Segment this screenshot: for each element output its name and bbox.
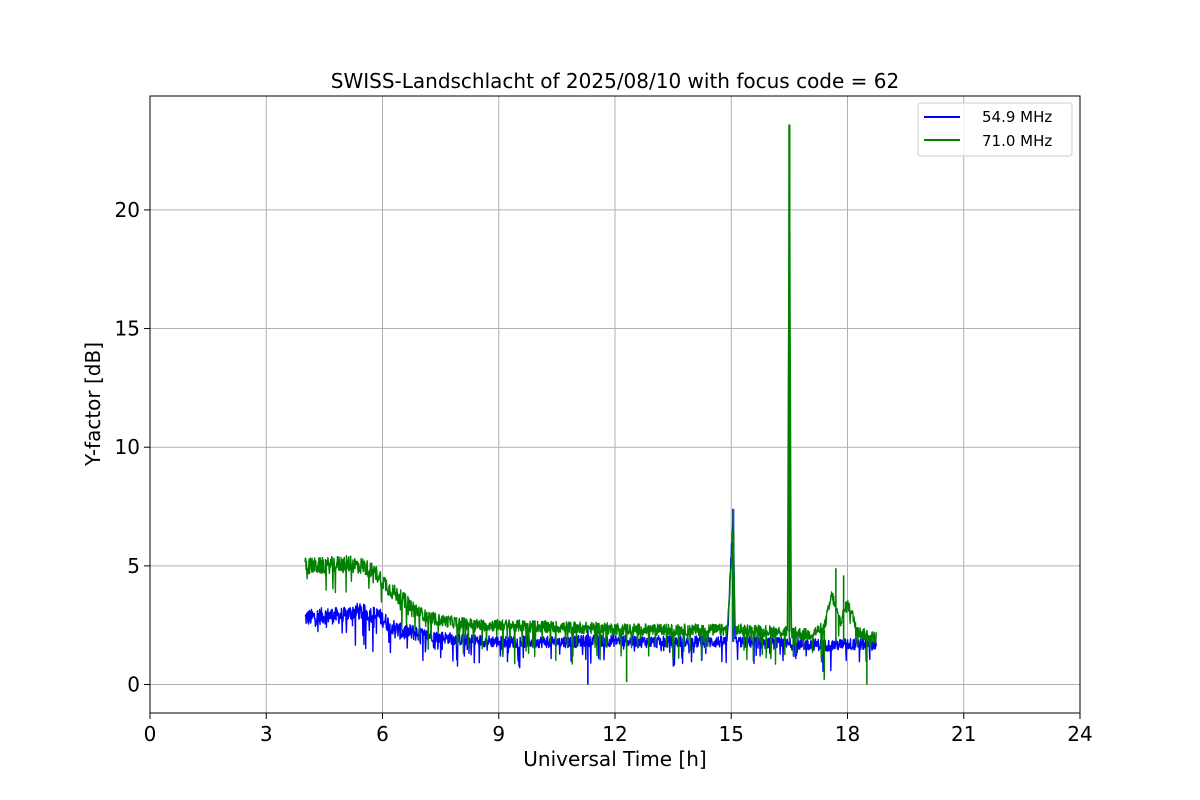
x-tick-label: 18 <box>835 722 860 746</box>
chart-title: SWISS-Landschlacht of 2025/08/10 with fo… <box>331 69 899 93</box>
x-tick-label: 3 <box>260 722 273 746</box>
y-axis-label: Y-factor [dB] <box>81 342 105 467</box>
x-axis-ticks: 0 3 6 9 12 15 18 21 24 <box>144 713 1093 746</box>
plot-series <box>304 124 878 685</box>
series-line-1 <box>304 127 878 665</box>
legend: 54.9 MHz 71.0 MHz <box>917 102 1073 157</box>
x-axis-label: Universal Time [h] <box>523 747 706 771</box>
legend-label-54-9-mhz: 54.9 MHz <box>982 108 1052 126</box>
y-tick-label: 15 <box>115 317 140 341</box>
x-tick-label: 12 <box>602 722 627 746</box>
series-line-0 <box>304 516 877 672</box>
y-tick-label: 10 <box>115 435 140 459</box>
y-tick-label: 0 <box>127 673 140 697</box>
y-tick-label: 5 <box>127 554 140 578</box>
x-tick-label: 9 <box>492 722 505 746</box>
y-tick-label: 20 <box>115 198 140 222</box>
legend-label-71-0-mhz: 71.0 MHz <box>982 132 1052 150</box>
x-tick-label: 6 <box>376 722 389 746</box>
x-tick-label: 21 <box>951 722 976 746</box>
x-tick-label: 24 <box>1067 722 1092 746</box>
x-tick-label: 0 <box>144 722 157 746</box>
x-tick-label: 15 <box>719 722 744 746</box>
y-axis-ticks: 0 5 10 15 20 <box>115 198 150 697</box>
